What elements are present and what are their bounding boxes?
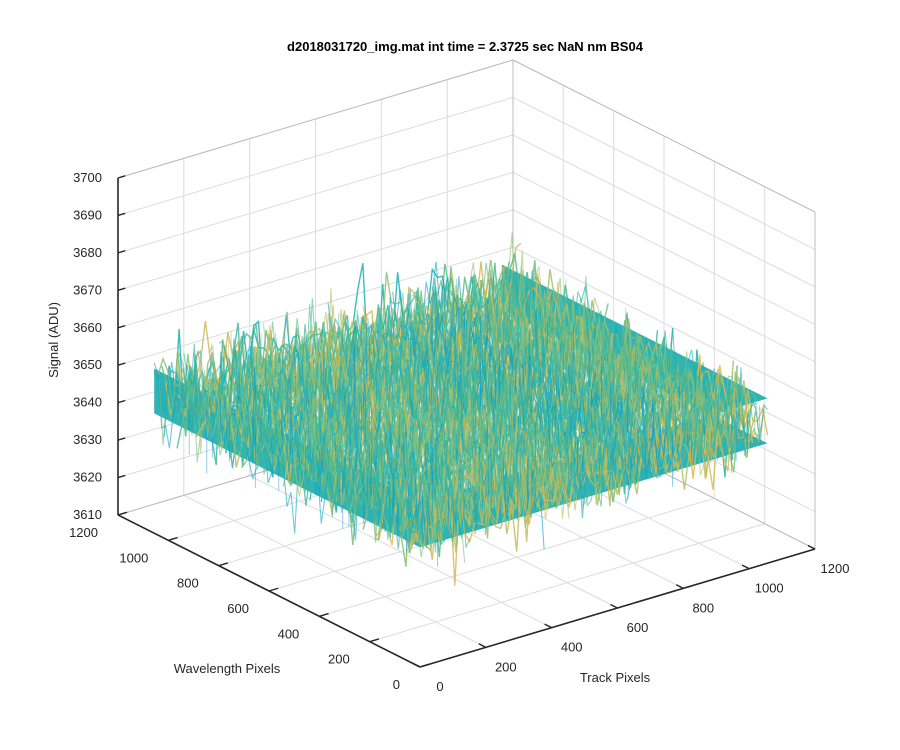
z-tick-mark	[117, 474, 126, 479]
z-tick-mark	[117, 362, 126, 366]
y-tick-label: 1000	[119, 550, 148, 565]
y-axis-label: Wavelength Pixels	[174, 661, 281, 676]
y-tick-label: 0	[393, 677, 400, 692]
grid-line	[117, 96, 514, 216]
z-tick-label: 3680	[73, 245, 102, 260]
x-tick-mark	[610, 603, 618, 609]
y-tick-label: 1200	[69, 525, 98, 540]
z-tick-mark	[117, 399, 126, 404]
z-tick-mark	[117, 175, 126, 179]
y-tick-label: 200	[328, 652, 350, 667]
x-axis-label: Track Pixels	[580, 670, 651, 685]
y-tick-mark	[218, 562, 229, 567]
z-tick-label: 3700	[73, 170, 102, 185]
x-tick-mark	[741, 564, 750, 570]
z-tick-label: 3630	[73, 432, 102, 447]
y-tick-mark	[168, 536, 178, 542]
y-tick-mark	[369, 638, 380, 643]
y-tick-label: 600	[227, 601, 249, 616]
grid-line	[512, 246, 816, 400]
z-tick-mark	[117, 212, 126, 217]
z-tick-label: 3610	[73, 507, 102, 522]
x-tick-mark	[412, 662, 421, 668]
x-tick-label: 800	[692, 600, 714, 615]
box-edge	[512, 59, 816, 213]
x-tick-label: 1000	[755, 581, 784, 596]
grid-line	[512, 209, 816, 363]
y-tick-label: 400	[278, 626, 300, 641]
grid-line	[512, 171, 816, 325]
z-tick-label: 3620	[73, 470, 102, 485]
surface-col	[287, 329, 555, 503]
grid-line	[319, 497, 715, 617]
z-tick-label: 3690	[73, 207, 102, 222]
grid-line	[117, 134, 514, 254]
z-tick-label: 3660	[73, 320, 102, 335]
y-axis-ticks: 0 200 400 600 800 1000 1200	[69, 511, 430, 692]
grid-line	[117, 171, 514, 291]
box-edge	[117, 59, 514, 179]
x-axis-ticks: 0 200 400 600 800 1000 1200	[412, 544, 850, 694]
x-tick-mark	[478, 643, 487, 648]
z-tick-mark	[117, 324, 126, 329]
x-tick-label: 1200	[821, 561, 850, 576]
x-tick-label: 600	[627, 620, 649, 635]
grid-line	[117, 209, 514, 329]
x-tick-mark	[544, 623, 552, 629]
z-tick-label: 3640	[73, 395, 102, 410]
x-tick-mark	[675, 584, 684, 589]
surface-col	[486, 269, 754, 444]
y-tick-mark	[319, 612, 329, 618]
x-tick-label: 0	[436, 679, 443, 694]
grid-line	[512, 96, 816, 250]
chart-title: d2018031720_img.mat int time = 2.3725 se…	[287, 39, 644, 54]
z-tick-mark	[117, 250, 126, 254]
z-tick-mark	[117, 287, 126, 292]
x-tick-label: 200	[495, 659, 517, 674]
z-axis-label: Signal (ADU)	[46, 302, 61, 378]
z-tick-mark	[117, 437, 126, 441]
x-tick-label: 400	[561, 640, 583, 655]
surface-plot	[153, 232, 769, 586]
z-axis-ticks: 3610 3620 3630 3640 3650 3660 3670 3680 3690 3700	[73, 170, 126, 522]
z-tick-label: 3650	[73, 357, 102, 372]
y-tick-mark	[268, 587, 279, 592]
grid-line	[369, 523, 765, 643]
grid-line	[512, 134, 816, 288]
z-tick-label: 3670	[73, 282, 102, 297]
grid-line	[117, 246, 514, 366]
y-tick-label: 800	[177, 576, 199, 591]
y-tick-mark	[419, 663, 430, 668]
x-tick-mark	[807, 544, 816, 550]
z-tick-mark	[117, 512, 126, 516]
